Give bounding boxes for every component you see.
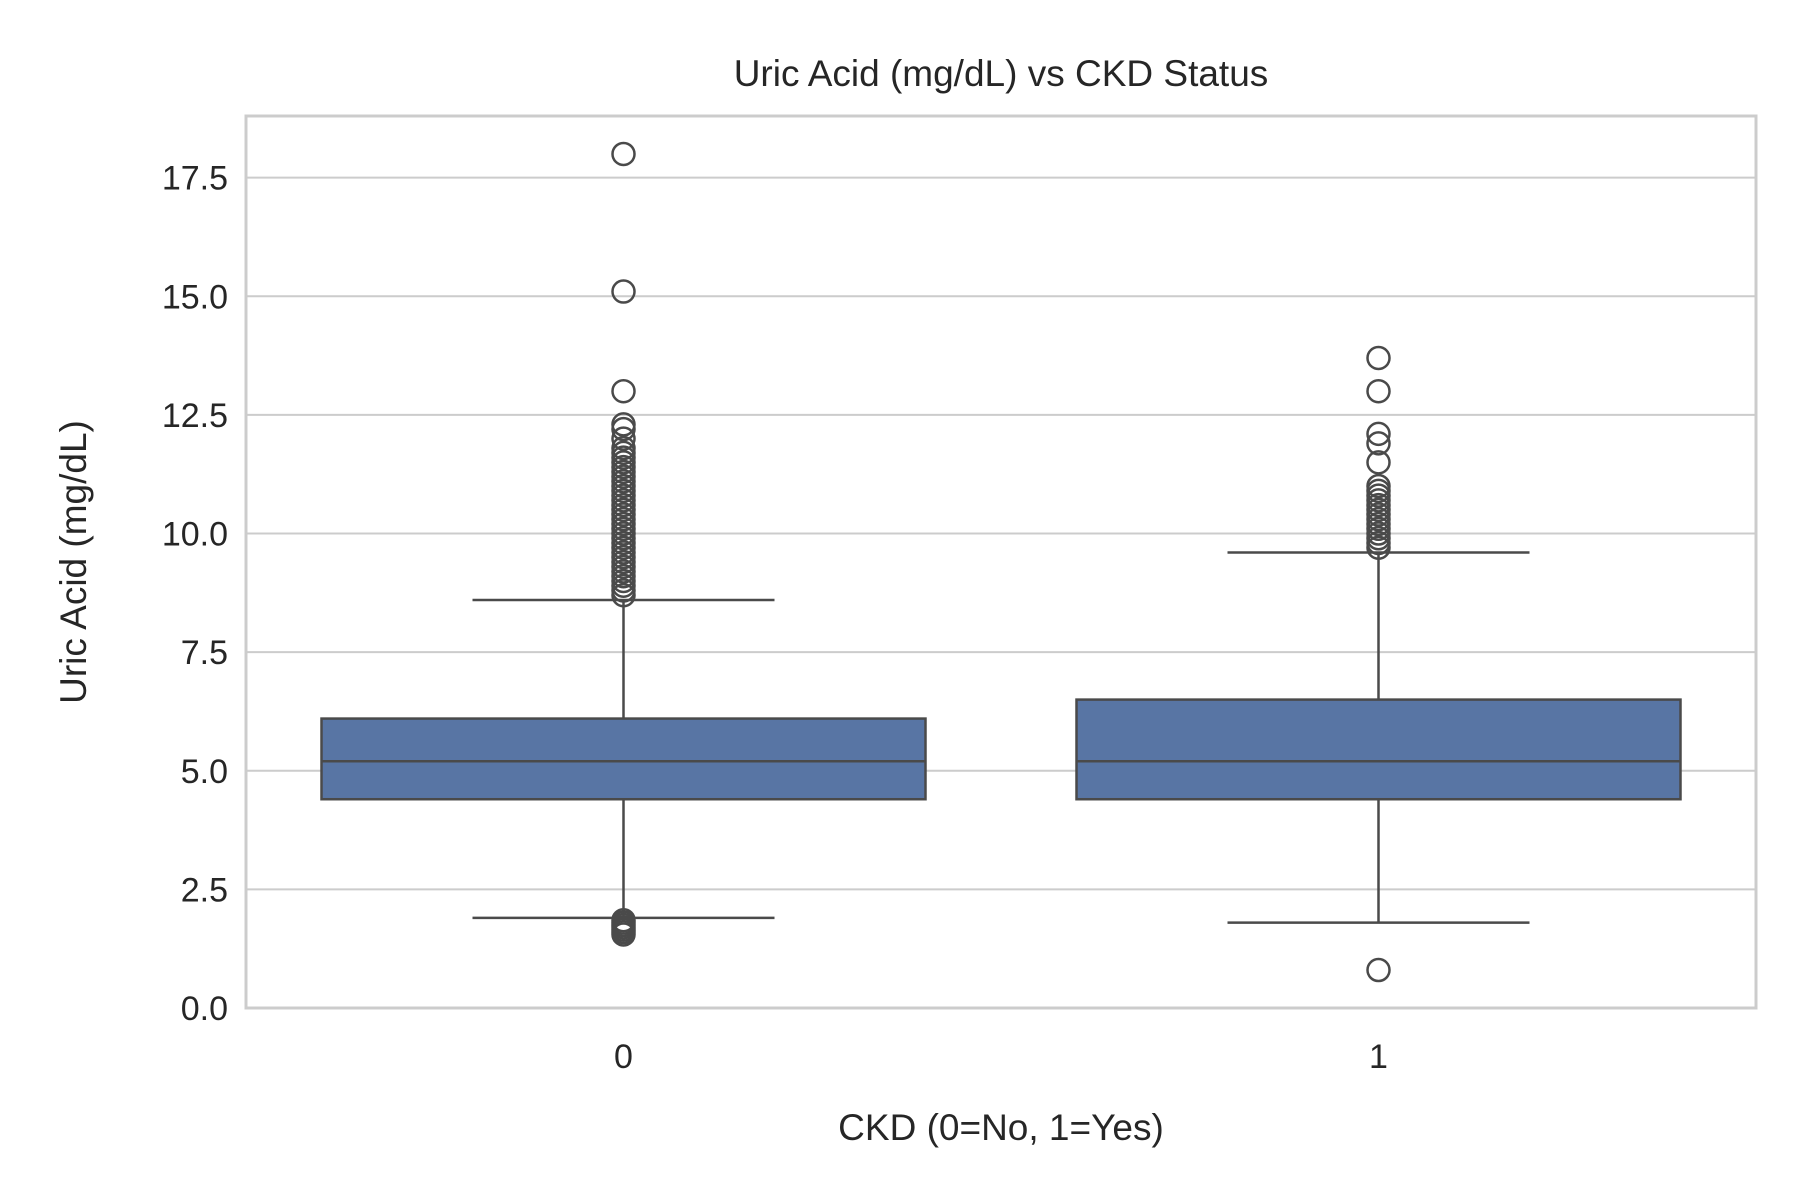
y-axis-ticks: 0.0 2.5 5.0 7.5 10.0 12.5 15.0 17.5 (162, 160, 228, 1028)
x-axis-label: CKD (0=No, 1=Yes) (838, 1107, 1164, 1148)
x-tick-label: 0 (614, 1038, 633, 1076)
outlier-point (611, 279, 636, 304)
iqr-box (320, 717, 927, 801)
outlier-point (1366, 473, 1391, 499)
box-group-0 (320, 141, 927, 947)
outlier-point (611, 412, 636, 437)
y-tick-label: 17.5 (162, 160, 228, 198)
chart-title: Uric Acid (mg/dL) vs CKD Status (734, 53, 1269, 94)
y-axis-label: Uric Acid (mg/dL) (53, 420, 94, 704)
box-group-1 (1075, 345, 1682, 983)
y-tick-label: 7.5 (181, 634, 228, 672)
outlier-point (611, 378, 636, 404)
outlier-point (611, 435, 636, 461)
y-tick-label: 12.5 (162, 397, 228, 435)
y-tick-label: 0.0 (181, 990, 228, 1028)
y-tick-label: 15.0 (162, 278, 228, 316)
y-tick-label: 10.0 (162, 516, 228, 554)
outlier-point (611, 426, 636, 451)
iqr-box (1075, 698, 1682, 801)
outlier-point (1366, 378, 1391, 404)
box-plot-series (320, 141, 1682, 983)
x-tick-label: 1 (1369, 1038, 1388, 1076)
y-tick-label: 5.0 (181, 753, 228, 791)
outlier-point (1366, 957, 1391, 983)
outlier-point (611, 141, 636, 167)
outlier-point (1366, 431, 1391, 456)
y-tick-label: 2.5 (181, 871, 228, 909)
plot-area-frame (244, 114, 1758, 1010)
outlier-point (1366, 450, 1391, 475)
outlier-point (611, 907, 636, 933)
outlier-point (1366, 421, 1391, 447)
outlier-point (1366, 345, 1391, 371)
